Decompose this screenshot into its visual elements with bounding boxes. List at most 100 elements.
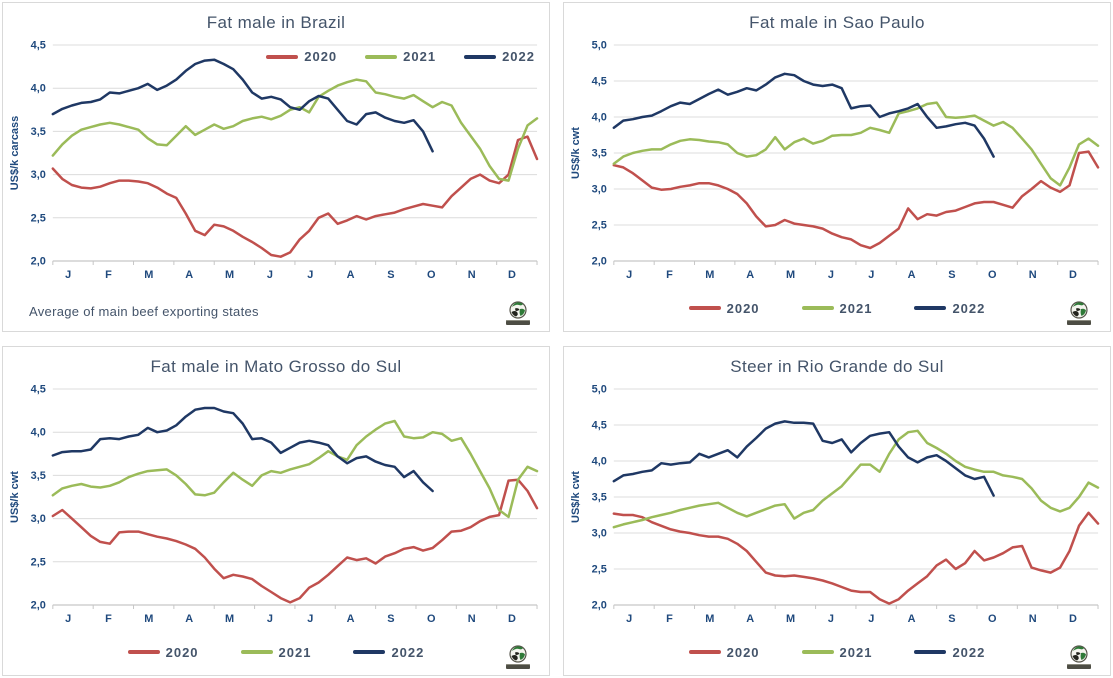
- x-tick-label: M: [705, 269, 714, 281]
- x-tick-label: O: [988, 269, 997, 281]
- series-line-2022: [51, 406, 434, 493]
- x-tick-label: D: [1069, 613, 1077, 625]
- legend-swatch-2020: [266, 54, 299, 59]
- x-tick-label: O: [427, 269, 436, 281]
- y-tick-label: 4,0: [592, 111, 607, 123]
- logo-wordmark-bar: [506, 664, 530, 669]
- chart-title: Fat male in Brazil: [206, 13, 346, 32]
- line-chart-brazil: 2,0 2,5 3,0 3,5 4,0 4,5 J F M A M J J A S O N D US$/k carc…: [9, 39, 539, 281]
- legend: 2020 2021 2022: [7, 631, 545, 673]
- line-chart-rio-grande-do-sul: 2,0 2,5 3,0 3,5 4,0 4,5 5,0 J F M A M J J A S O N D US$/k c…: [570, 383, 1100, 625]
- logo-wordmark-bar: [506, 320, 530, 325]
- y-tick-label: 2,5: [592, 563, 607, 575]
- x-tick-label: S: [387, 269, 394, 281]
- publisher-logo: [1066, 645, 1092, 669]
- legend-label: 2022: [952, 300, 986, 316]
- plot-area-wrap: 2,0 2,5 3,0 3,5 4,0 4,5 J F M A M J J A S O N D US$/k cwt: [7, 381, 545, 631]
- y-tick-label: 4,0: [31, 427, 46, 439]
- legend-item-2021: 2021: [801, 645, 873, 660]
- y-tick-label: 4,0: [592, 455, 607, 467]
- y-tick-label: 2,5: [592, 219, 607, 231]
- legend-label: 2020: [165, 644, 199, 660]
- legend: 2020 2021 2022: [568, 631, 1106, 673]
- x-tick-label: M: [225, 613, 234, 625]
- legend-label: 2021: [839, 300, 873, 316]
- chart-title: Fat male in Mato Grosso do Sul: [150, 357, 402, 376]
- x-tick-label: J: [267, 269, 273, 281]
- legend-swatch-2021: [801, 650, 834, 654]
- y-tick-label: 2,5: [31, 556, 46, 568]
- y-tick-label: 3,0: [31, 513, 46, 525]
- legend-label: 2021: [278, 644, 312, 660]
- series-line-2020: [612, 511, 1100, 605]
- x-tick-label: F: [105, 269, 112, 281]
- y-tick-label: 3,5: [592, 147, 607, 159]
- line-chart-sao-paulo: 2,0 2,5 3,0 3,5 4,0 4,5 5,0 J F M A M J J A S O N D US$/k c…: [570, 39, 1100, 281]
- y-tick-label: 5,0: [592, 383, 607, 395]
- x-tick-label: M: [144, 613, 153, 625]
- x-tick-label: S: [387, 613, 394, 625]
- logo-wordmark-bar: [1067, 664, 1091, 669]
- y-tick-label: 3,0: [592, 527, 607, 539]
- legend-label: 2020: [726, 300, 760, 316]
- x-tick-label: A: [185, 613, 193, 625]
- series-line-2022: [612, 72, 995, 158]
- legend-item-2021: 2021: [801, 300, 873, 316]
- chart-footer: Average of main beef exporting states: [7, 287, 545, 329]
- x-tick-label: F: [666, 613, 673, 625]
- x-tick-label: M: [786, 269, 795, 281]
- y-axis-title: US$/k cwt: [9, 471, 21, 523]
- legend-label: 2022: [391, 644, 425, 660]
- legend-swatch-2020: [688, 650, 721, 654]
- y-tick-label: 4,5: [592, 419, 607, 431]
- publisher-logo: [505, 301, 531, 325]
- plot-area-wrap: 2,0 2,5 3,0 3,5 4,0 4,5 5,0 J F M A M J J A S O N D US$/k c…: [568, 37, 1106, 287]
- y-tick-label: 3,0: [31, 169, 46, 181]
- series-line-2021: [51, 419, 539, 519]
- x-tick-label: A: [746, 613, 754, 625]
- logo-wordmark-bar: [1067, 320, 1091, 325]
- series-line-2021: [51, 78, 539, 182]
- y-tick-label: 4,5: [592, 75, 607, 87]
- legend: 2020 2021 2022: [266, 49, 535, 64]
- x-tick-label: M: [144, 269, 153, 281]
- legend-label: 2021: [403, 49, 437, 64]
- legend-swatch-2021: [365, 54, 398, 59]
- x-tick-label: D: [1069, 269, 1077, 281]
- y-axis-title: US$/k cwt: [570, 471, 582, 523]
- series-line-2020: [51, 135, 539, 258]
- legend-label: 2022: [952, 644, 986, 660]
- x-tick-label: M: [705, 613, 714, 625]
- legend-item-2020: 2020: [266, 49, 337, 64]
- chart-panel-brazil: Fat male in Brazil 2,0 2,5 3,0 3,5 4,0 4,5 J F M…: [2, 2, 550, 332]
- legend-item-2020: 2020: [127, 644, 199, 660]
- series-line-2021: [612, 429, 1100, 529]
- x-tick-label: J: [307, 269, 313, 281]
- line-chart-mato-grosso-do-sul: 2,0 2,5 3,0 3,5 4,0 4,5 J F M A M J J A S O N D US$/k cwt: [9, 383, 539, 625]
- x-tick-label: N: [1029, 613, 1037, 625]
- x-tick-label: O: [427, 613, 436, 625]
- x-tick-label: J: [828, 613, 834, 625]
- legend-swatch-2022: [353, 650, 386, 654]
- legend-item-2021: 2021: [240, 644, 312, 660]
- legend-label: 2020: [304, 49, 338, 64]
- x-tick-label: N: [1029, 269, 1037, 281]
- globe-icon: [1070, 645, 1088, 663]
- chart-title: Steer in Rio Grande do Sul: [730, 357, 944, 376]
- x-tick-label: J: [868, 269, 874, 281]
- chart-panel-sao-paulo: Fat male in Sao Paulo 2,0 2,5 3,0 3,5 4,0 4,5…: [563, 2, 1111, 332]
- publisher-logo: [505, 645, 531, 669]
- y-tick-label: 4,5: [31, 383, 46, 395]
- y-tick-label: 4,5: [31, 39, 46, 51]
- x-tick-label: F: [105, 613, 112, 625]
- plot-area-wrap: 2,0 2,5 3,0 3,5 4,0 4,5 J F M A M J J A S O N D US$/k carc…: [7, 37, 545, 287]
- x-tick-label: N: [468, 269, 476, 281]
- plot-area-wrap: 2,0 2,5 3,0 3,5 4,0 4,5 5,0 J F M A M J J A S O N D US$/k c…: [568, 381, 1106, 631]
- legend-item-2021: 2021: [365, 49, 436, 64]
- y-tick-label: 2,5: [31, 212, 46, 224]
- x-tick-label: F: [666, 269, 673, 281]
- y-tick-label: 2,0: [592, 255, 607, 267]
- x-tick-label: A: [908, 613, 916, 625]
- x-tick-label: J: [626, 269, 632, 281]
